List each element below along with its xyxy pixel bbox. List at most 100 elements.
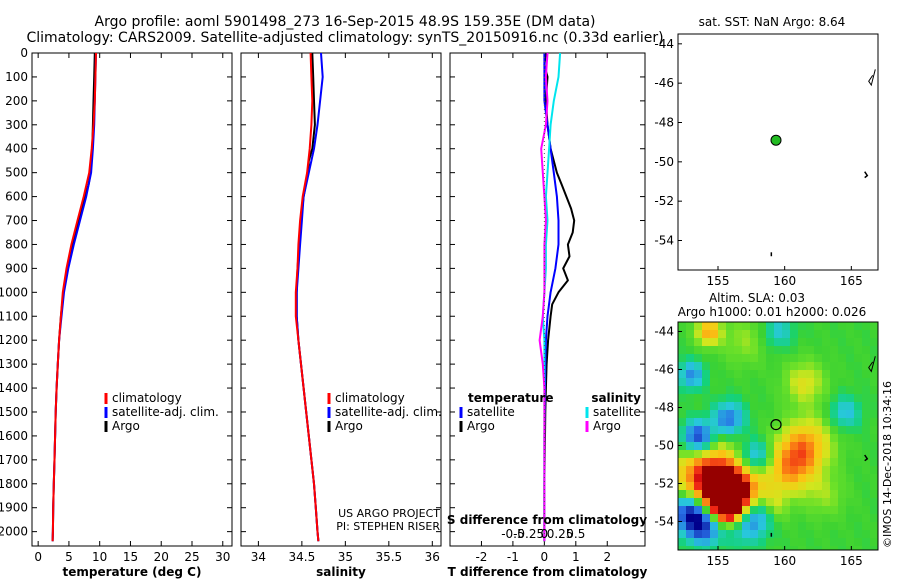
sla-cell bbox=[782, 322, 790, 330]
sla-cell bbox=[854, 506, 862, 514]
sla-cell bbox=[846, 498, 854, 506]
sla-cell bbox=[838, 450, 846, 458]
sla-cell bbox=[838, 498, 846, 506]
sla-cell bbox=[806, 418, 814, 426]
sla-cell bbox=[766, 378, 774, 386]
sla-cell bbox=[822, 386, 830, 394]
sla-cell bbox=[758, 434, 766, 442]
sla-cell bbox=[806, 522, 814, 530]
sla-cell bbox=[838, 490, 846, 498]
sla-cell bbox=[726, 490, 734, 498]
sla-cell bbox=[758, 530, 766, 538]
sla-cell bbox=[838, 402, 846, 410]
sla-cell bbox=[838, 386, 846, 394]
sla-cell bbox=[782, 370, 790, 378]
sla-cell bbox=[838, 426, 846, 434]
sla-cell bbox=[750, 330, 758, 338]
sla-cell bbox=[726, 386, 734, 394]
sla-cell bbox=[782, 546, 790, 550]
sla-cell bbox=[862, 466, 870, 474]
map-y-tick-label: -52 bbox=[654, 477, 674, 491]
sla-cell bbox=[774, 466, 782, 474]
sla-cell bbox=[854, 338, 862, 346]
series-line-climatology bbox=[51, 52, 97, 542]
sla-cell bbox=[822, 418, 830, 426]
sla-cell bbox=[838, 434, 846, 442]
sla-cell bbox=[822, 370, 830, 378]
sla-cell bbox=[782, 474, 790, 482]
sla-cell bbox=[694, 538, 702, 546]
sla-cell bbox=[822, 442, 830, 450]
sla-cell bbox=[846, 538, 854, 546]
sla-cell bbox=[702, 490, 710, 498]
sla-cell bbox=[678, 458, 686, 466]
coastline-auckland-islands bbox=[864, 171, 869, 179]
sla-cell bbox=[798, 474, 806, 482]
sla-cell bbox=[774, 362, 782, 370]
sla-cell bbox=[710, 498, 718, 506]
sla-cell bbox=[750, 514, 758, 522]
x-tick-label: -2 bbox=[475, 550, 487, 564]
sla-cell bbox=[718, 506, 726, 514]
sla-cell bbox=[734, 338, 742, 346]
sla-cell bbox=[822, 498, 830, 506]
sla-cell bbox=[854, 498, 862, 506]
sla-cell bbox=[702, 362, 710, 370]
sla-cell bbox=[766, 530, 774, 538]
sla-cell bbox=[798, 498, 806, 506]
credit-text: ©IMOS 14-Dec-2018 10:34:16 bbox=[881, 381, 894, 548]
sla-cell bbox=[854, 394, 862, 402]
sla-cell bbox=[694, 434, 702, 442]
sla-cell bbox=[710, 418, 718, 426]
sla-cell bbox=[742, 426, 750, 434]
y-tick-label: 1700 bbox=[0, 453, 28, 467]
sla-cell bbox=[846, 386, 854, 394]
sla-cell bbox=[838, 362, 846, 370]
sla-cell bbox=[814, 418, 822, 426]
y-tick-label: 1100 bbox=[0, 309, 28, 323]
sla-cell bbox=[862, 418, 870, 426]
sla-cell bbox=[774, 322, 782, 330]
sla-cell bbox=[806, 434, 814, 442]
sla-cell bbox=[798, 370, 806, 378]
sla-cell bbox=[710, 434, 718, 442]
sla-cell bbox=[814, 322, 822, 330]
sla-cell bbox=[758, 506, 766, 514]
sla-cell bbox=[814, 378, 822, 386]
sla-cell bbox=[822, 338, 830, 346]
sla-cell bbox=[758, 458, 766, 466]
sla-cell bbox=[750, 338, 758, 346]
sla-cell bbox=[726, 474, 734, 482]
sla-cell bbox=[734, 450, 742, 458]
sla-cell bbox=[766, 418, 774, 426]
sla-cell bbox=[830, 434, 838, 442]
sla-cell bbox=[854, 426, 862, 434]
sla-cell bbox=[870, 522, 878, 530]
sla-cell bbox=[790, 522, 798, 530]
sla-cell bbox=[694, 522, 702, 530]
sla-cell bbox=[718, 426, 726, 434]
sla-cell bbox=[822, 546, 830, 550]
sla-cell bbox=[862, 482, 870, 490]
sla-cell bbox=[774, 498, 782, 506]
sla-cell bbox=[686, 522, 694, 530]
sla-cell bbox=[806, 402, 814, 410]
sla-cell bbox=[678, 338, 686, 346]
sla-cell bbox=[702, 530, 710, 538]
sla-cell bbox=[718, 522, 726, 530]
sla-cell bbox=[694, 338, 702, 346]
sla-cell bbox=[790, 490, 798, 498]
y-tick-label: 500 bbox=[5, 166, 28, 180]
sla-cell bbox=[830, 386, 838, 394]
sla-cell bbox=[838, 442, 846, 450]
sla-cell bbox=[846, 458, 854, 466]
sla-cell bbox=[854, 530, 862, 538]
sla-cell bbox=[750, 410, 758, 418]
sla-cell bbox=[750, 546, 758, 550]
sla-cell bbox=[758, 426, 766, 434]
sla-cell bbox=[710, 458, 718, 466]
sla-map-title-line2: Argo h1000: 0.01 h2000: 0.026 bbox=[678, 305, 867, 319]
sla-cell bbox=[870, 330, 878, 338]
sla-cell bbox=[870, 418, 878, 426]
sla-cell bbox=[750, 426, 758, 434]
